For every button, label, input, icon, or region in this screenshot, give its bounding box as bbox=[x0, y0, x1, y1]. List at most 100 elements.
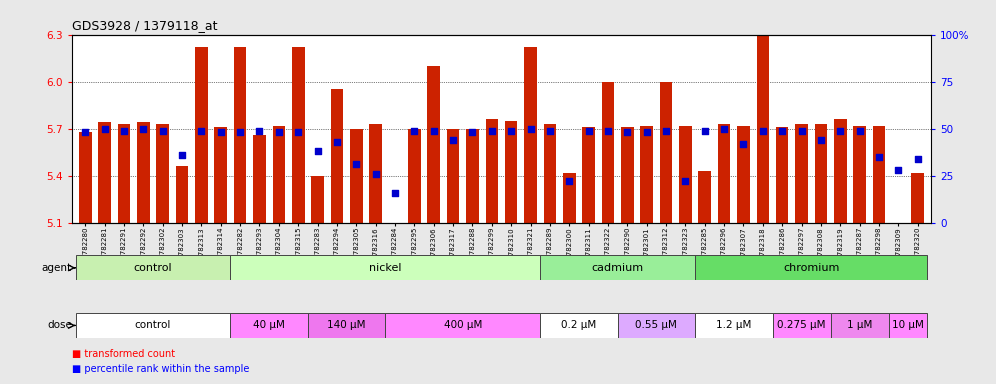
Point bbox=[368, 171, 383, 177]
Point bbox=[232, 129, 248, 136]
Bar bbox=[602, 82, 615, 223]
Bar bbox=[253, 135, 266, 223]
Bar bbox=[563, 172, 576, 223]
Text: 10 μM: 10 μM bbox=[892, 320, 924, 331]
Point bbox=[464, 129, 480, 136]
Point bbox=[716, 126, 732, 132]
Point bbox=[193, 127, 209, 134]
Point bbox=[503, 127, 519, 134]
Bar bbox=[156, 124, 169, 223]
Point bbox=[774, 127, 790, 134]
Text: control: control bbox=[133, 263, 172, 273]
Bar bbox=[544, 124, 556, 223]
Bar bbox=[834, 119, 847, 223]
Bar bbox=[273, 126, 285, 223]
Text: ■ transformed count: ■ transformed count bbox=[72, 349, 175, 359]
Point bbox=[813, 137, 829, 143]
Point bbox=[562, 178, 578, 184]
Bar bbox=[385, 313, 540, 338]
Bar bbox=[524, 47, 537, 223]
Bar bbox=[195, 47, 208, 223]
Bar bbox=[234, 47, 246, 223]
Bar bbox=[118, 124, 130, 223]
Point bbox=[290, 129, 306, 136]
Bar bbox=[795, 124, 808, 223]
Point bbox=[852, 127, 868, 134]
Point bbox=[909, 156, 925, 162]
Point bbox=[833, 127, 849, 134]
Bar bbox=[447, 129, 459, 223]
Bar bbox=[640, 126, 653, 223]
Point bbox=[697, 127, 713, 134]
Point bbox=[271, 129, 287, 136]
Point bbox=[445, 137, 461, 143]
Bar bbox=[485, 119, 498, 223]
Bar bbox=[331, 89, 344, 223]
Bar bbox=[175, 166, 188, 223]
Bar bbox=[888, 313, 927, 338]
Point bbox=[620, 129, 635, 136]
Point bbox=[116, 127, 131, 134]
Point bbox=[677, 178, 693, 184]
Bar bbox=[540, 255, 695, 280]
Text: chromium: chromium bbox=[783, 263, 840, 273]
Text: dose: dose bbox=[47, 320, 72, 331]
Text: ■ percentile rank within the sample: ■ percentile rank within the sample bbox=[72, 364, 249, 374]
Bar bbox=[76, 313, 230, 338]
Bar bbox=[370, 124, 381, 223]
Text: 0.2 μM: 0.2 μM bbox=[562, 320, 597, 331]
Bar bbox=[137, 122, 149, 223]
Bar bbox=[230, 313, 308, 338]
Bar bbox=[737, 126, 750, 223]
Bar bbox=[214, 127, 227, 223]
Bar bbox=[718, 124, 730, 223]
Point bbox=[755, 127, 771, 134]
Point bbox=[735, 141, 751, 147]
Text: 0.275 μM: 0.275 μM bbox=[777, 320, 826, 331]
Bar bbox=[230, 255, 540, 280]
Bar bbox=[679, 126, 691, 223]
Point bbox=[349, 161, 365, 167]
Point bbox=[154, 127, 170, 134]
Point bbox=[387, 190, 403, 196]
Point bbox=[329, 139, 345, 145]
Text: GDS3928 / 1379118_at: GDS3928 / 1379118_at bbox=[72, 19, 217, 32]
Bar bbox=[583, 127, 595, 223]
Point bbox=[794, 127, 810, 134]
Bar bbox=[99, 122, 111, 223]
Bar bbox=[773, 313, 831, 338]
Point bbox=[638, 129, 654, 136]
Point bbox=[135, 126, 151, 132]
Bar bbox=[695, 255, 927, 280]
Bar bbox=[872, 126, 885, 223]
Bar bbox=[831, 313, 888, 338]
Bar bbox=[618, 313, 695, 338]
Bar bbox=[79, 132, 92, 223]
Point bbox=[658, 127, 674, 134]
Bar bbox=[350, 129, 363, 223]
Text: 1.2 μM: 1.2 μM bbox=[716, 320, 752, 331]
Bar bbox=[312, 175, 324, 223]
Bar bbox=[466, 129, 479, 223]
Bar bbox=[815, 124, 828, 223]
Point bbox=[890, 167, 906, 173]
Text: 400 μM: 400 μM bbox=[443, 320, 482, 331]
Point bbox=[600, 127, 616, 134]
Bar bbox=[408, 129, 420, 223]
Text: cadmium: cadmium bbox=[592, 263, 643, 273]
Bar bbox=[659, 82, 672, 223]
Text: nickel: nickel bbox=[370, 263, 401, 273]
Point bbox=[406, 127, 422, 134]
Bar bbox=[698, 171, 711, 223]
Point bbox=[97, 126, 113, 132]
Point bbox=[872, 154, 887, 160]
Bar bbox=[308, 313, 385, 338]
Bar bbox=[622, 127, 633, 223]
Point bbox=[542, 127, 558, 134]
Bar bbox=[854, 126, 866, 223]
Point bbox=[523, 126, 539, 132]
Point bbox=[581, 127, 597, 134]
Bar bbox=[292, 47, 305, 223]
Text: 140 μM: 140 μM bbox=[328, 320, 366, 331]
Bar bbox=[776, 127, 789, 223]
